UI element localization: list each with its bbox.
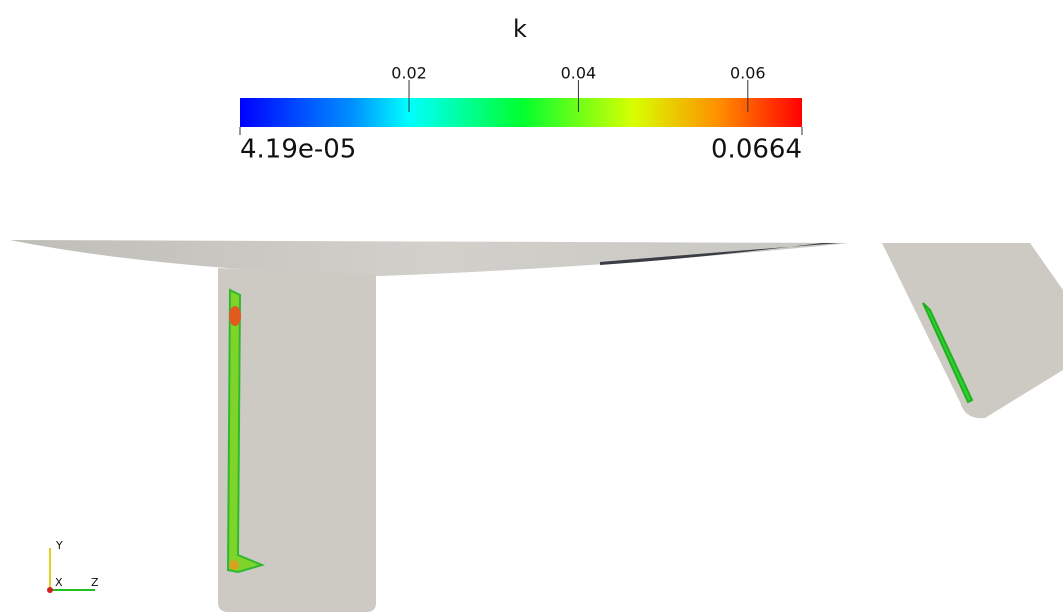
- colorbar-title: k: [513, 15, 527, 43]
- tick-label: 0.02: [391, 64, 427, 83]
- colorbar: [240, 98, 802, 127]
- page: k 4.19e-05 0.0664 Y X Z 0.020.040.06 (()…: [0, 0, 1063, 615]
- triad-label: Y: [55, 539, 63, 552]
- tick-label: 0.04: [561, 64, 597, 83]
- triad-x: [47, 587, 53, 593]
- colorbar-min-label: 4.19e-05: [240, 135, 356, 165]
- contour-hot: [229, 306, 241, 326]
- colorbar-max-label: 0.0664: [711, 135, 802, 165]
- contour-hot: [229, 560, 239, 570]
- viewport: k 4.19e-05 0.0664 Y X Z 0.02 0.04 0.06: [0, 0, 1063, 615]
- wing: [10, 240, 850, 276]
- triad-label: X: [55, 576, 63, 589]
- tick-label: 0.06: [730, 64, 766, 83]
- fin: [882, 243, 1063, 418]
- triad-label: Z: [91, 576, 99, 589]
